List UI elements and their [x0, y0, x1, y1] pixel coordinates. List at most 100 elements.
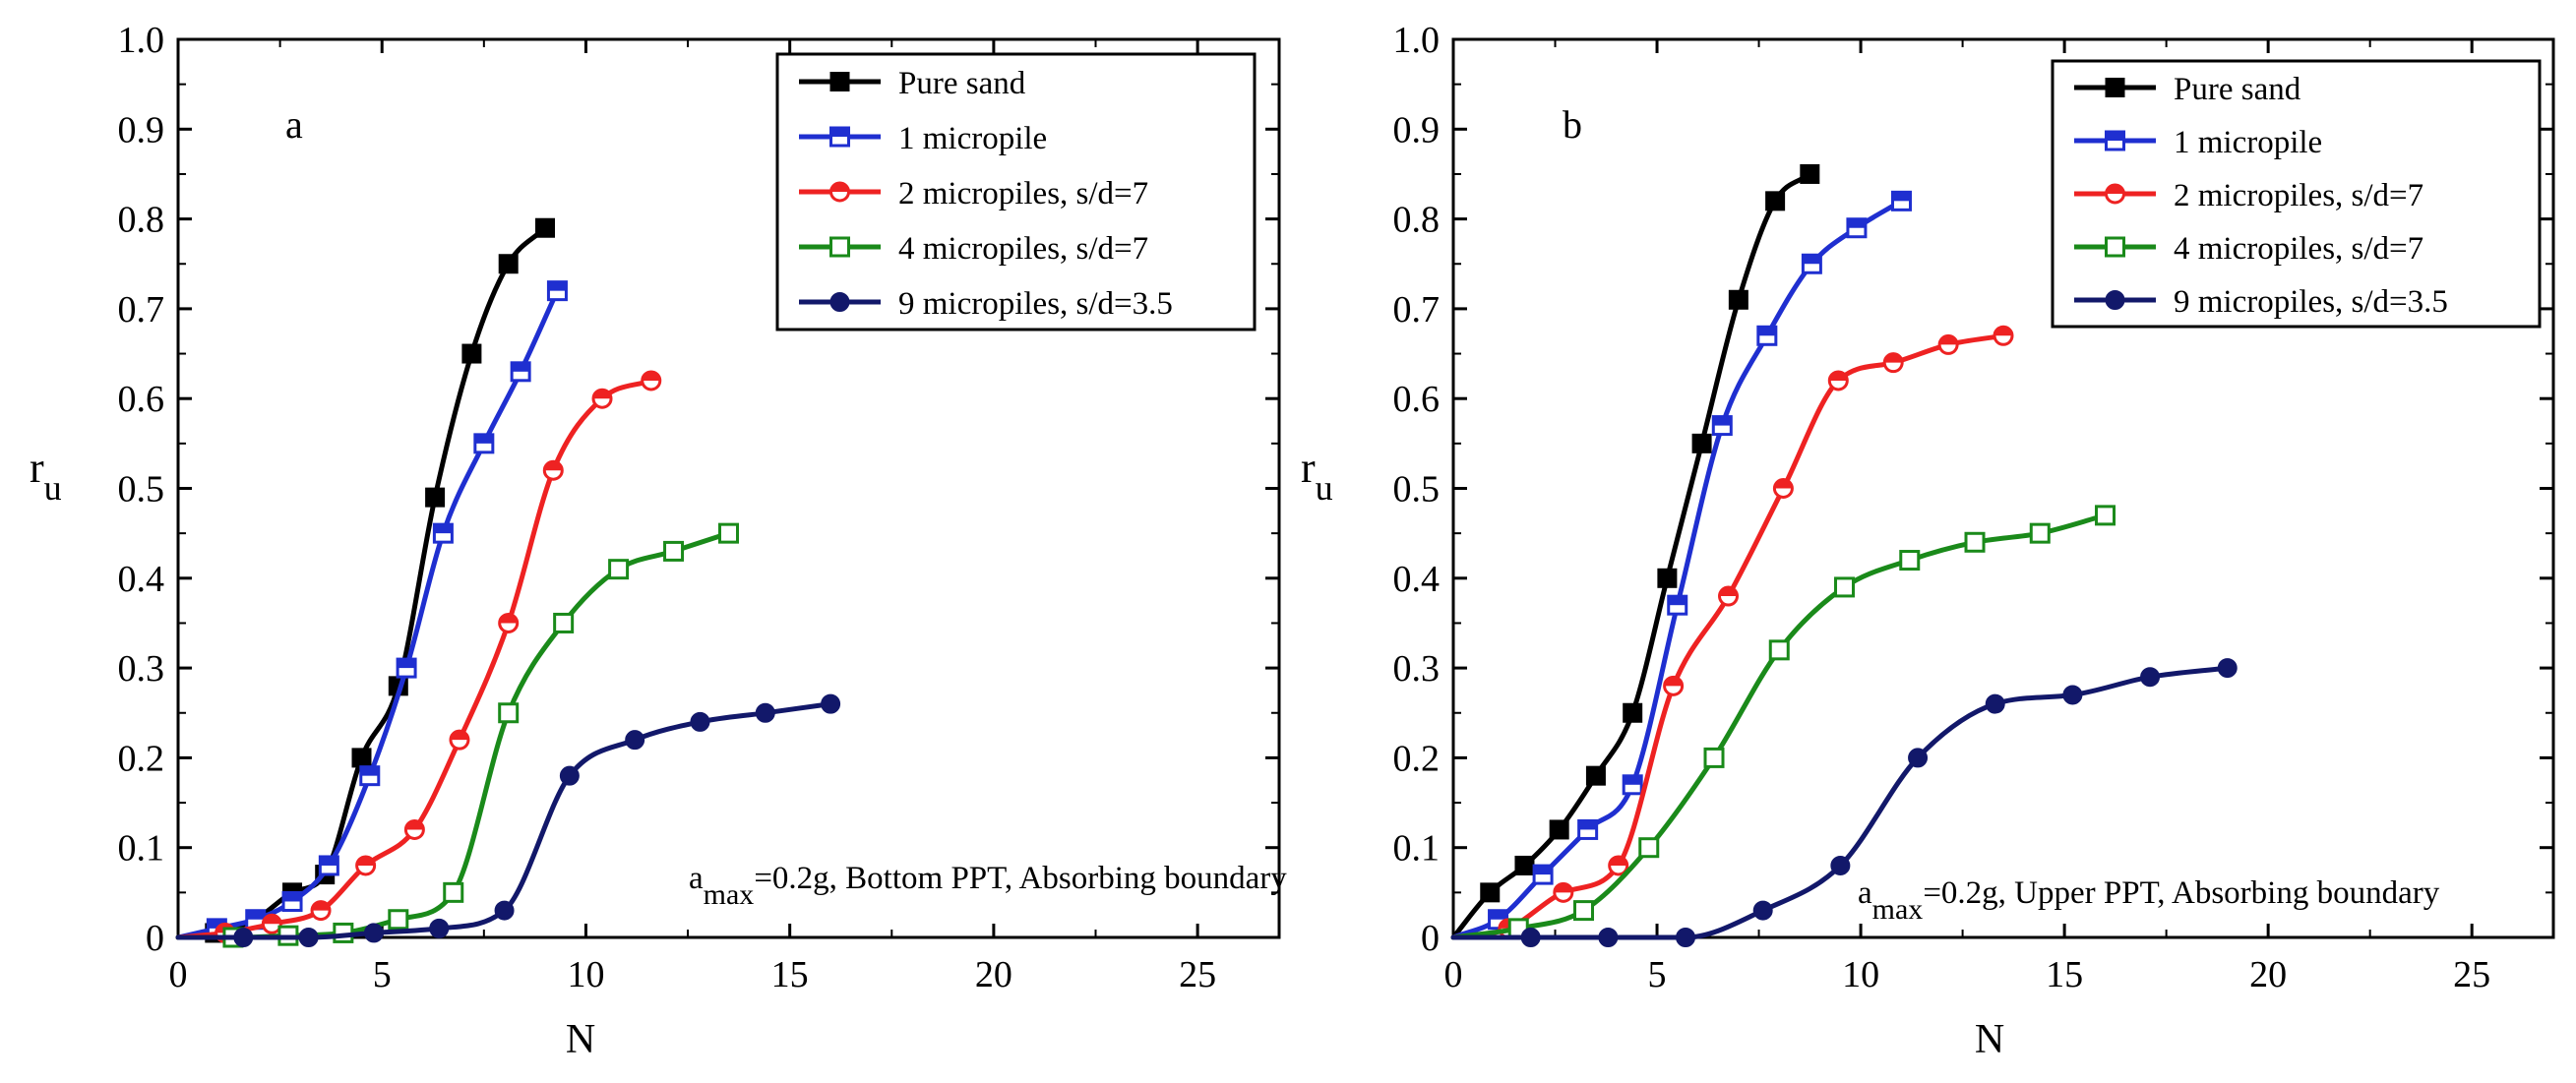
data-point-marker-fill: [548, 281, 567, 291]
data-point-marker: [498, 702, 520, 724]
series-2: [175, 370, 662, 943]
data-point-marker: [351, 748, 372, 768]
y-tick-label: 0.1: [1393, 828, 1441, 870]
legend-label: 4 micropiles, s/d=7: [898, 231, 1148, 267]
data-point-marker-fill: [263, 915, 281, 925]
data-point-marker-fill: [593, 390, 612, 399]
series-0: [1450, 163, 1820, 940]
legend: Pure sand 1 micropile 2 micropiles, s/d=7 4…: [2051, 59, 2542, 329]
data-point-marker-fill: [1664, 677, 1683, 687]
data-point-marker-fill: [434, 524, 453, 534]
x-tick-label: 25: [1179, 954, 1216, 995]
x-tick-label: 20: [975, 954, 1012, 995]
data-point-marker-fill: [208, 919, 226, 929]
y-tick-label: 0.2: [1393, 738, 1441, 779]
y-axis-title-main: r: [30, 444, 44, 492]
y-tick-label: 0.9: [1393, 109, 1441, 150]
data-point-marker: [2140, 667, 2161, 688]
y-tick-label: 0.5: [1393, 469, 1441, 511]
data-point-marker-fill: [830, 128, 849, 137]
data-point-marker: [2095, 505, 2116, 526]
data-point-marker: [425, 487, 446, 508]
data-point-marker-fill: [1847, 218, 1866, 228]
data-point-marker: [1480, 882, 1501, 903]
legend-item: 2 micropiles, s/d=7: [799, 176, 1148, 211]
data-point-marker: [2105, 290, 2125, 310]
data-point-marker: [1703, 747, 1725, 768]
data-point-marker: [2062, 685, 2083, 705]
legend-item: 1 micropile: [799, 121, 1047, 156]
annotation-subscript: max: [704, 878, 755, 911]
y-tick-label: 0.3: [118, 648, 165, 690]
data-point-marker-fill: [1774, 479, 1793, 489]
series-line: [175, 701, 833, 940]
legend: Pure sand 1 micropile 2 micropiles, s/d=7 4…: [775, 52, 1257, 331]
panel-label: b: [1563, 102, 1582, 147]
y-tick-label: 0.8: [1393, 200, 1441, 241]
data-point-marker-fill: [450, 731, 468, 741]
annotation-post: =0.2g, Upper PPT, Absorbing boundary: [1923, 875, 2439, 911]
data-point-marker: [388, 909, 409, 931]
x-tick-label: 25: [2453, 954, 2490, 995]
y-tick-label: 0.1: [118, 828, 165, 870]
data-point-marker-fill: [2106, 185, 2124, 194]
data-point-marker: [1638, 837, 1660, 859]
data-point-marker-fill: [474, 434, 493, 444]
data-point-marker-fill: [405, 820, 424, 830]
data-point-marker-fill: [320, 856, 338, 866]
panel-label: a: [285, 102, 303, 147]
data-point-marker: [1573, 900, 1595, 922]
series-line: [175, 288, 560, 940]
data-point-marker: [608, 559, 630, 580]
x-tick-label: 10: [567, 954, 604, 995]
data-point-marker: [1830, 855, 1851, 875]
data-point-marker-fill: [512, 362, 530, 372]
legend-label: 1 micropile: [2174, 125, 2322, 160]
y-axis-title-subscript: u: [1316, 468, 1333, 508]
legend-label: 1 micropile: [898, 121, 1047, 156]
data-point-marker: [2217, 658, 2238, 679]
legend-label: 4 micropiles, s/d=7: [2174, 231, 2423, 267]
legend-item: Pure sand: [2074, 72, 2301, 107]
data-point-marker: [755, 702, 775, 723]
y-axis-title-main: r: [1301, 444, 1316, 492]
data-point-marker: [718, 522, 739, 544]
data-point-marker: [553, 612, 575, 633]
data-point-marker: [690, 711, 710, 732]
x-tick-label: 15: [771, 954, 809, 995]
data-point-marker-fill: [283, 892, 302, 902]
data-point-marker: [1657, 568, 1678, 588]
legend-label: Pure sand: [898, 66, 1026, 101]
data-point-marker-fill: [1892, 192, 1911, 202]
legend-item: 9 micropiles, s/d=3.5: [799, 286, 1173, 322]
data-point-marker-fill: [1624, 775, 1642, 785]
data-point-marker-fill: [1578, 820, 1597, 830]
data-point-marker: [1598, 928, 1619, 947]
annotation-pre: a: [1858, 875, 1872, 911]
y-tick-label: 1.0: [118, 20, 165, 61]
data-point-marker-fill: [544, 461, 563, 471]
data-point-marker-fill: [312, 901, 331, 911]
data-point-marker: [1765, 191, 1786, 211]
data-point-marker-fill: [1829, 371, 1848, 381]
data-point-marker: [298, 928, 319, 947]
data-point-marker: [535, 217, 555, 238]
legend-label: 9 micropiles, s/d=3.5: [898, 286, 1173, 322]
data-point-marker-fill: [360, 766, 379, 776]
y-axis-title-subscript: u: [44, 468, 62, 508]
data-point-marker: [498, 254, 519, 274]
y-tick-label: 0.9: [118, 109, 165, 150]
data-point-marker-fill: [1489, 910, 1507, 920]
y-tick-label: 0.7: [1393, 289, 1441, 331]
data-point-marker: [829, 292, 850, 312]
x-axis-title: N: [1975, 1017, 2004, 1062]
data-point-marker: [2029, 522, 2051, 544]
data-point-marker: [829, 236, 850, 258]
data-point-marker: [1964, 531, 1986, 553]
y-tick-label: 0.4: [1393, 559, 1441, 600]
data-point-marker: [1585, 765, 1606, 786]
data-point-marker-fill: [1668, 596, 1687, 606]
data-point-marker-fill: [1803, 255, 1821, 265]
